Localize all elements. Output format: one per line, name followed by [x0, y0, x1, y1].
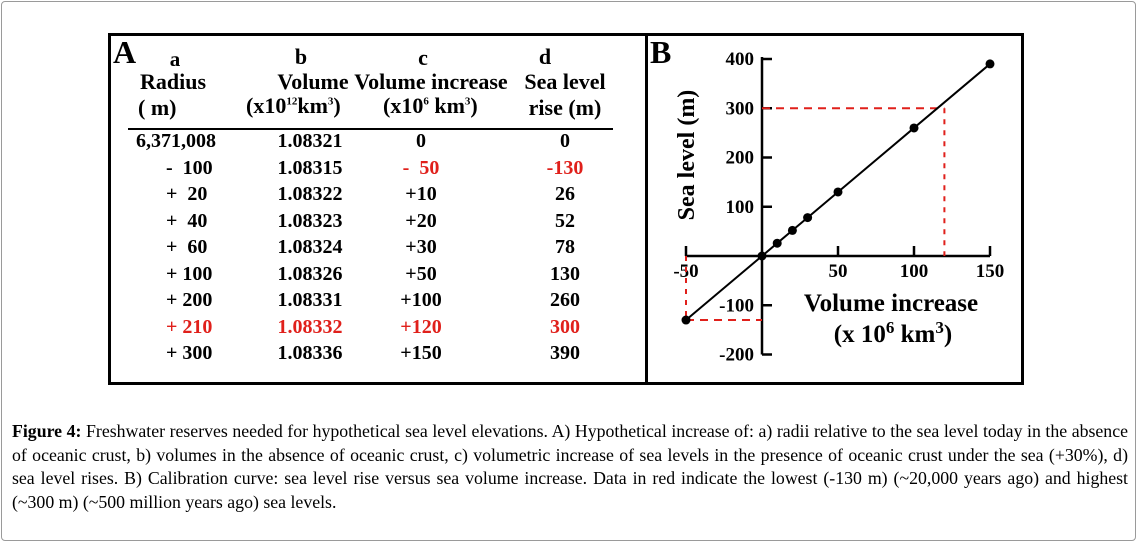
cell-volume-increase: 0 [416, 130, 426, 152]
x-axis-label: Volume increase [804, 290, 978, 317]
cell-sea-level: 300 [550, 315, 580, 338]
col-a-unit: ( m) [138, 95, 177, 120]
cell-sea-level: -130 [546, 156, 584, 179]
data-point [787, 225, 797, 235]
x-tick-label: 100 [900, 261, 929, 282]
caption-label: Figure 4: [12, 421, 82, 441]
col-b-letter: b [294, 44, 308, 69]
cell-radius: + 210 [166, 315, 213, 338]
panel-b-letter: B [650, 34, 672, 70]
x-axis-unit-part: km [894, 321, 935, 348]
cell-volume-increase: +30 [405, 236, 437, 258]
data-point [833, 187, 843, 197]
cell-volume-increase: +20 [405, 209, 437, 232]
cell-sea-level: 52 [555, 209, 575, 232]
x-axis-unit-superscript: 6 [886, 318, 895, 337]
panel-divider [645, 33, 648, 385]
col-c-title: Volume increase [354, 69, 508, 94]
cell-volume-increase: +120 [400, 315, 442, 338]
x-axis-unit-superscript: 3 [935, 318, 944, 337]
data-point [757, 251, 767, 261]
cell-volume: 1.08322 [277, 183, 343, 205]
y-tick-label: -100 [719, 295, 754, 316]
x-axis-unit-part: (x 10 [834, 321, 886, 348]
cell-volume: 1.08324 [277, 236, 343, 258]
cell-radius: + 100 [166, 262, 213, 285]
cell-volume-increase: +50 [405, 262, 437, 285]
col-b-unit: (x1012km3) [246, 93, 341, 118]
col-b-title: Volume [277, 69, 349, 94]
cell-radius: - 100 [166, 156, 213, 179]
figure-frame [108, 33, 1024, 385]
cell-radius: + 20 [166, 183, 208, 205]
data-point [772, 238, 782, 248]
cell-sea-level: 78 [555, 236, 575, 258]
col-a-letter: a [169, 47, 181, 71]
y-tick-label: 400 [726, 49, 755, 70]
cell-radius: + 40 [166, 209, 208, 232]
col-d-title: Sea level [524, 69, 606, 94]
y-axis-label: Sea level (m) [674, 90, 700, 221]
cell-volume: 1.08315 [277, 156, 343, 179]
col-c-unit: (x106 km3) [383, 93, 478, 118]
x-axis-unit-part: ) [944, 321, 952, 348]
cell-volume: 1.08332 [277, 315, 343, 338]
data-point [803, 213, 813, 223]
y-tick-label: 300 [726, 98, 755, 119]
y-tick-label: 200 [726, 148, 755, 169]
cell-radius: + 60 [166, 236, 208, 258]
cell-volume-increase: - 50 [402, 156, 440, 179]
cell-sea-level: 260 [550, 289, 580, 311]
y-tick-label: 100 [726, 197, 755, 218]
cell-radius: + 200 [166, 289, 213, 311]
x-axis-unit-label: (x 106 km3) [834, 318, 952, 348]
cell-radius: 6,371,008 [136, 130, 216, 152]
cell-volume: 1.08326 [277, 262, 343, 285]
cell-volume: 1.08323 [277, 209, 343, 232]
data-point [681, 315, 691, 325]
caption-text: Freshwater reserves needed for hypotheti… [12, 421, 1128, 512]
data-point [909, 123, 919, 133]
col-c-letter: c [418, 45, 428, 70]
cell-volume-increase: +100 [400, 289, 442, 311]
col-a-title: Radius [140, 69, 207, 94]
cell-sea-level: 390 [550, 342, 580, 364]
col-d-unit: rise (m) [528, 95, 602, 120]
cell-volume: 1.08331 [277, 289, 343, 311]
cell-volume-increase: +10 [405, 183, 437, 205]
cell-volume: 1.08336 [277, 342, 343, 364]
cell-volume-increase: +150 [400, 342, 442, 364]
cell-radius: + 300 [166, 342, 213, 364]
data-point [985, 59, 995, 69]
cell-sea-level: 0 [560, 130, 570, 152]
col-d-letter: d [538, 44, 552, 69]
cell-volume: 1.08321 [277, 130, 343, 152]
cell-sea-level: 26 [555, 183, 575, 205]
x-tick-label: 50 [829, 261, 848, 282]
panel-a-letter: A [113, 34, 137, 70]
figure-caption: Figure 4: Freshwater reserves needed for… [12, 420, 1128, 514]
cell-sea-level: 130 [550, 262, 580, 285]
table-header-rule [128, 128, 613, 130]
x-tick-label: 150 [976, 261, 1005, 282]
y-tick-label: -200 [719, 345, 754, 366]
